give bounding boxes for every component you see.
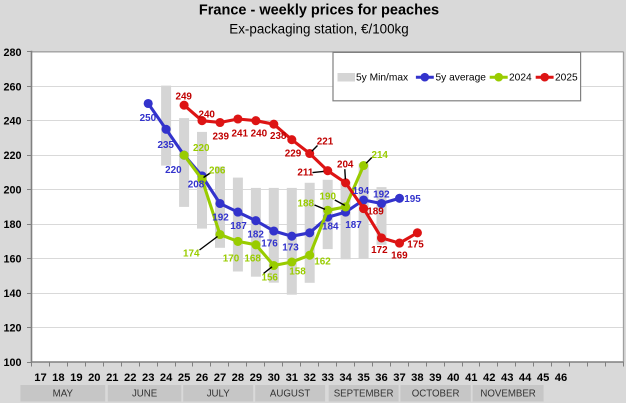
svg-text:194: 194 bbox=[353, 186, 370, 197]
svg-text:229: 229 bbox=[285, 148, 302, 159]
svg-text:140: 140 bbox=[3, 288, 21, 300]
svg-text:235: 235 bbox=[157, 140, 174, 151]
svg-text:220: 220 bbox=[165, 165, 182, 176]
svg-text:184: 184 bbox=[322, 221, 339, 232]
svg-text:240: 240 bbox=[198, 110, 215, 121]
svg-text:France - weekly prices for pea: France - weekly prices for peaches bbox=[199, 3, 439, 19]
svg-text:45: 45 bbox=[537, 372, 549, 384]
svg-text:208: 208 bbox=[188, 179, 205, 190]
svg-text:160: 160 bbox=[3, 254, 21, 266]
svg-text:162: 162 bbox=[314, 257, 331, 268]
svg-text:200: 200 bbox=[3, 185, 21, 197]
svg-text:29: 29 bbox=[250, 372, 262, 384]
svg-text:Ex-packaging station, €/100kg: Ex-packaging station, €/100kg bbox=[229, 22, 408, 37]
svg-text:44: 44 bbox=[519, 372, 532, 384]
svg-text:249: 249 bbox=[175, 91, 192, 102]
svg-text:250: 250 bbox=[140, 113, 157, 124]
svg-text:169: 169 bbox=[391, 251, 408, 262]
svg-text:21: 21 bbox=[106, 372, 118, 384]
svg-text:NOVEMBER: NOVEMBER bbox=[480, 389, 535, 400]
svg-text:42: 42 bbox=[483, 372, 495, 384]
svg-text:25: 25 bbox=[178, 372, 190, 384]
svg-text:260: 260 bbox=[3, 81, 21, 93]
svg-text:100: 100 bbox=[3, 357, 21, 369]
svg-text:206: 206 bbox=[209, 165, 226, 176]
svg-text:174: 174 bbox=[183, 248, 200, 259]
svg-text:30: 30 bbox=[268, 372, 280, 384]
svg-text:18: 18 bbox=[52, 372, 64, 384]
svg-text:32: 32 bbox=[303, 372, 315, 384]
svg-text:190: 190 bbox=[320, 191, 337, 202]
svg-text:28: 28 bbox=[232, 372, 244, 384]
svg-text:211: 211 bbox=[297, 168, 313, 179]
svg-text:239: 239 bbox=[213, 132, 230, 143]
svg-text:AUGUST: AUGUST bbox=[270, 389, 310, 400]
svg-text:2025: 2025 bbox=[555, 73, 578, 84]
svg-text:22: 22 bbox=[124, 372, 136, 384]
svg-text:189: 189 bbox=[367, 206, 384, 217]
svg-text:5y average: 5y average bbox=[436, 73, 487, 84]
svg-text:43: 43 bbox=[501, 372, 513, 384]
svg-text:24: 24 bbox=[160, 372, 173, 384]
svg-text:192: 192 bbox=[212, 212, 229, 223]
svg-text:172: 172 bbox=[371, 245, 388, 256]
svg-text:34: 34 bbox=[339, 372, 352, 384]
svg-text:170: 170 bbox=[223, 253, 240, 264]
svg-text:35: 35 bbox=[357, 372, 369, 384]
svg-text:220: 220 bbox=[3, 150, 21, 162]
svg-text:214: 214 bbox=[371, 150, 388, 161]
svg-text:168: 168 bbox=[244, 253, 261, 264]
svg-text:220: 220 bbox=[193, 143, 210, 154]
svg-text:182: 182 bbox=[247, 229, 264, 240]
svg-text:187: 187 bbox=[230, 221, 247, 232]
svg-text:173: 173 bbox=[282, 243, 299, 254]
svg-text:180: 180 bbox=[3, 219, 21, 231]
svg-text:19: 19 bbox=[70, 372, 82, 384]
svg-text:40: 40 bbox=[447, 372, 459, 384]
svg-text:46: 46 bbox=[555, 372, 567, 384]
svg-text:120: 120 bbox=[3, 323, 21, 335]
svg-text:SEPTEMBER: SEPTEMBER bbox=[334, 389, 394, 400]
svg-text:OCTOBER: OCTOBER bbox=[412, 389, 460, 400]
svg-text:38: 38 bbox=[411, 372, 423, 384]
svg-text:195: 195 bbox=[404, 194, 421, 205]
svg-text:23: 23 bbox=[142, 372, 154, 384]
svg-text:17: 17 bbox=[34, 372, 46, 384]
svg-text:20: 20 bbox=[88, 372, 100, 384]
svg-text:241: 241 bbox=[232, 128, 249, 139]
svg-text:JUNE: JUNE bbox=[132, 389, 158, 400]
svg-text:240: 240 bbox=[3, 116, 21, 128]
svg-text:158: 158 bbox=[289, 267, 306, 278]
svg-text:41: 41 bbox=[465, 372, 477, 384]
svg-text:156: 156 bbox=[261, 273, 278, 284]
svg-text:37: 37 bbox=[393, 372, 405, 384]
svg-text:33: 33 bbox=[321, 372, 333, 384]
svg-text:192: 192 bbox=[373, 190, 390, 201]
svg-text:240: 240 bbox=[251, 129, 268, 140]
svg-text:175: 175 bbox=[407, 240, 424, 251]
svg-text:36: 36 bbox=[375, 372, 387, 384]
svg-text:27: 27 bbox=[214, 372, 226, 384]
svg-text:JULY: JULY bbox=[207, 389, 231, 400]
svg-text:204: 204 bbox=[337, 159, 354, 170]
svg-text:31: 31 bbox=[286, 372, 298, 384]
svg-text:2024: 2024 bbox=[509, 73, 532, 84]
svg-text:187: 187 bbox=[345, 220, 362, 231]
svg-text:26: 26 bbox=[196, 372, 208, 384]
svg-text:39: 39 bbox=[429, 372, 441, 384]
svg-text:188: 188 bbox=[298, 199, 315, 210]
svg-text:280: 280 bbox=[3, 47, 21, 59]
svg-text:5y Min/max: 5y Min/max bbox=[356, 73, 408, 84]
svg-text:MAY: MAY bbox=[53, 389, 74, 400]
svg-text:221: 221 bbox=[317, 136, 334, 147]
svg-text:176: 176 bbox=[261, 238, 278, 249]
svg-text:238: 238 bbox=[270, 131, 287, 142]
